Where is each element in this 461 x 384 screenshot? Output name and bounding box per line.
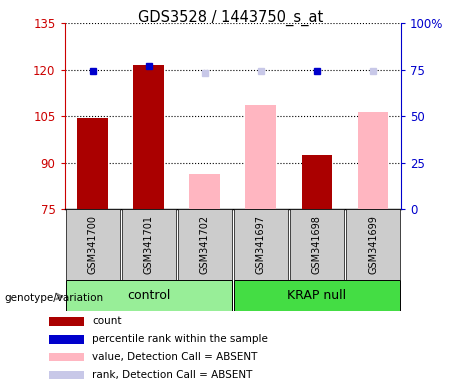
Bar — [65, 280, 232, 311]
Bar — [49, 317, 84, 326]
Bar — [189, 174, 220, 209]
Bar — [234, 280, 400, 311]
Bar — [49, 371, 84, 379]
Text: genotype/variation: genotype/variation — [5, 293, 104, 303]
Text: value, Detection Call = ABSENT: value, Detection Call = ABSENT — [93, 352, 258, 362]
Text: GSM341699: GSM341699 — [368, 215, 378, 274]
Text: GSM341697: GSM341697 — [256, 215, 266, 274]
Text: GDS3528 / 1443750_s_at: GDS3528 / 1443750_s_at — [138, 10, 323, 26]
Bar — [301, 155, 332, 209]
Bar — [49, 353, 84, 361]
Bar — [346, 209, 400, 280]
Text: count: count — [93, 316, 122, 326]
Bar — [77, 118, 108, 209]
Bar — [358, 111, 389, 209]
Text: GSM341700: GSM341700 — [88, 215, 98, 274]
Text: GSM341702: GSM341702 — [200, 215, 210, 274]
Bar — [178, 209, 232, 280]
Text: KRAP null: KRAP null — [287, 289, 347, 302]
Bar — [290, 209, 344, 280]
Text: GSM341701: GSM341701 — [144, 215, 154, 274]
Bar — [65, 209, 119, 280]
Bar — [234, 209, 288, 280]
Text: rank, Detection Call = ABSENT: rank, Detection Call = ABSENT — [93, 370, 253, 380]
Text: control: control — [127, 289, 171, 302]
Bar — [245, 105, 276, 209]
Bar — [133, 65, 164, 209]
Text: percentile rank within the sample: percentile rank within the sample — [93, 334, 268, 344]
Bar — [122, 209, 176, 280]
Text: GSM341698: GSM341698 — [312, 215, 322, 274]
Bar — [49, 335, 84, 344]
